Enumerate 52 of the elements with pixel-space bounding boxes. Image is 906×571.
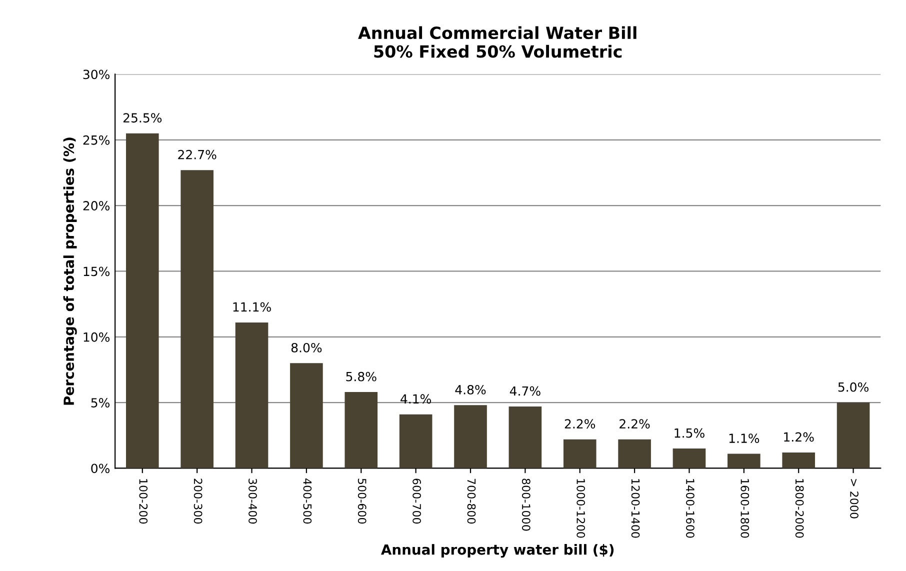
bar bbox=[235, 322, 268, 468]
x-tick-label: 1600-1800 bbox=[740, 479, 750, 538]
x-tick-label: 1200-1400 bbox=[631, 479, 640, 538]
x-tick-label: 100-200 bbox=[139, 479, 148, 524]
bar bbox=[508, 406, 542, 468]
data-label: 8.0% bbox=[291, 342, 322, 352]
x-tick-label: 700-800 bbox=[467, 478, 476, 524]
y-tick-label: 10% bbox=[84, 332, 110, 342]
data-label: 1.5% bbox=[674, 428, 704, 438]
bar bbox=[399, 414, 432, 468]
data-label: 5.8% bbox=[346, 372, 376, 382]
y-tick-label: 5% bbox=[91, 398, 110, 408]
data-label: 1.1% bbox=[729, 434, 760, 444]
bar bbox=[180, 170, 214, 468]
y-tick-label: 15% bbox=[84, 266, 110, 276]
x-tick-label: 800-1000 bbox=[522, 478, 530, 531]
data-label: 4.7% bbox=[510, 386, 540, 396]
bar bbox=[126, 133, 159, 468]
x-tick-label: 400-500 bbox=[303, 478, 312, 524]
bar bbox=[290, 363, 323, 468]
data-label: 4.1% bbox=[400, 394, 432, 404]
data-label: 25.5% bbox=[123, 113, 162, 123]
x-axis-title: Annual property water bill ($) bbox=[381, 544, 614, 558]
x-tick-label: 200-300 bbox=[194, 478, 202, 524]
y-tick-label: 25% bbox=[83, 135, 110, 145]
x-tick-label: 600-700 bbox=[412, 478, 421, 524]
bar bbox=[836, 402, 870, 468]
y-tick-label: 0% bbox=[91, 464, 110, 474]
y-tick-label: 20% bbox=[83, 201, 110, 210]
bar bbox=[618, 439, 651, 468]
y-tick-label: 30% bbox=[83, 70, 110, 80]
bar bbox=[728, 454, 760, 468]
data-label: 5.0% bbox=[838, 382, 868, 392]
data-label: 22.7% bbox=[178, 150, 216, 160]
y-axis-title: Percentage of total properties (%) bbox=[63, 138, 77, 405]
x-tick-label: 300-400 bbox=[248, 478, 257, 524]
bar bbox=[344, 392, 378, 468]
x-tick-label: 500-600 bbox=[358, 478, 366, 524]
data-label: 2.2% bbox=[564, 419, 596, 429]
x-tick-label: 1400-1600 bbox=[686, 479, 694, 538]
bar bbox=[672, 448, 706, 468]
data-label: 4.8% bbox=[455, 384, 486, 394]
chart-title: Annual Commercial Water Bill 50% Fixed 50% Volumetric bbox=[358, 26, 636, 58]
bar bbox=[563, 439, 596, 468]
data-label: 11.1% bbox=[233, 302, 271, 312]
x-tick-label: 1000-1200 bbox=[576, 479, 586, 538]
x-tick-label: > 2000 bbox=[850, 479, 858, 518]
data-label: 1.2% bbox=[784, 432, 814, 442]
bar bbox=[454, 405, 487, 468]
x-tick-label: 1800-2000 bbox=[795, 479, 804, 538]
bar bbox=[782, 452, 816, 468]
data-label: 2.2% bbox=[620, 419, 650, 429]
